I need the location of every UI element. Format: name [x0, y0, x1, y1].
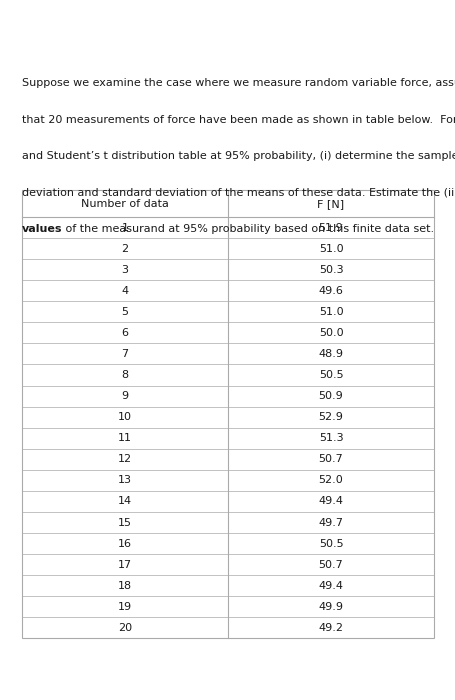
- Text: 12: 12: [118, 454, 131, 464]
- Text: deviation and standard deviation of the means of these data. Estimate the (ii): deviation and standard deviation of the …: [22, 188, 455, 197]
- Text: 3: 3: [121, 265, 128, 274]
- Text: 52.0: 52.0: [318, 475, 343, 485]
- Text: 5: 5: [121, 307, 128, 317]
- Text: 14: 14: [118, 496, 131, 506]
- Text: 51.3: 51.3: [318, 433, 343, 443]
- Text: 50.9: 50.9: [318, 391, 343, 401]
- Text: 1: 1: [121, 223, 128, 232]
- Text: 13: 13: [118, 475, 131, 485]
- Text: F [N]: F [N]: [317, 199, 344, 209]
- Text: 18: 18: [118, 581, 131, 591]
- Text: 51.0: 51.0: [318, 307, 343, 317]
- Text: Suppose we examine the case where we measure random variable force, assume for t: Suppose we examine the case where we mea…: [22, 78, 455, 88]
- Text: Number of data: Number of data: [81, 199, 168, 209]
- Text: 50.5: 50.5: [318, 370, 343, 380]
- Text: 2: 2: [121, 244, 128, 253]
- Text: and Student’s t distribution table at 95% probability, (i) determine the sample : and Student’s t distribution table at 95…: [22, 151, 455, 161]
- Text: 48.9: 48.9: [318, 349, 343, 359]
- Text: 8: 8: [121, 370, 128, 380]
- Text: 49.7: 49.7: [318, 517, 343, 528]
- Text: 10: 10: [118, 412, 131, 422]
- Text: 15: 15: [118, 517, 131, 528]
- Text: 7: 7: [121, 349, 128, 359]
- Text: 49.6: 49.6: [318, 286, 343, 295]
- Text: 9: 9: [121, 391, 128, 401]
- Text: values: values: [22, 224, 62, 234]
- Text: 50.0: 50.0: [318, 328, 343, 338]
- Text: 20: 20: [118, 623, 131, 633]
- Text: 52.9: 52.9: [318, 412, 343, 422]
- Text: 49.9: 49.9: [318, 602, 343, 612]
- Text: 50.7: 50.7: [318, 454, 343, 464]
- Text: that 20 measurements of force have been made as shown in table below.  For the d: that 20 measurements of force have been …: [22, 115, 455, 125]
- Text: 49.2: 49.2: [318, 623, 343, 633]
- Text: 19: 19: [118, 602, 131, 612]
- Text: 51.0: 51.0: [318, 244, 343, 253]
- Text: 16: 16: [118, 538, 131, 549]
- Text: 49.4: 49.4: [318, 581, 343, 591]
- Text: 49.4: 49.4: [318, 496, 343, 506]
- Text: 6: 6: [121, 328, 128, 338]
- Text: 50.5: 50.5: [318, 538, 343, 549]
- Text: 51.9: 51.9: [318, 223, 343, 232]
- Text: of the measurand at 95% probability based on this finite data set.: of the measurand at 95% probability base…: [62, 224, 434, 234]
- Text: 50.3: 50.3: [318, 265, 343, 274]
- Text: 50.7: 50.7: [318, 560, 343, 570]
- Text: 11: 11: [118, 433, 131, 443]
- Text: 17: 17: [118, 560, 131, 570]
- Text: 4: 4: [121, 286, 128, 295]
